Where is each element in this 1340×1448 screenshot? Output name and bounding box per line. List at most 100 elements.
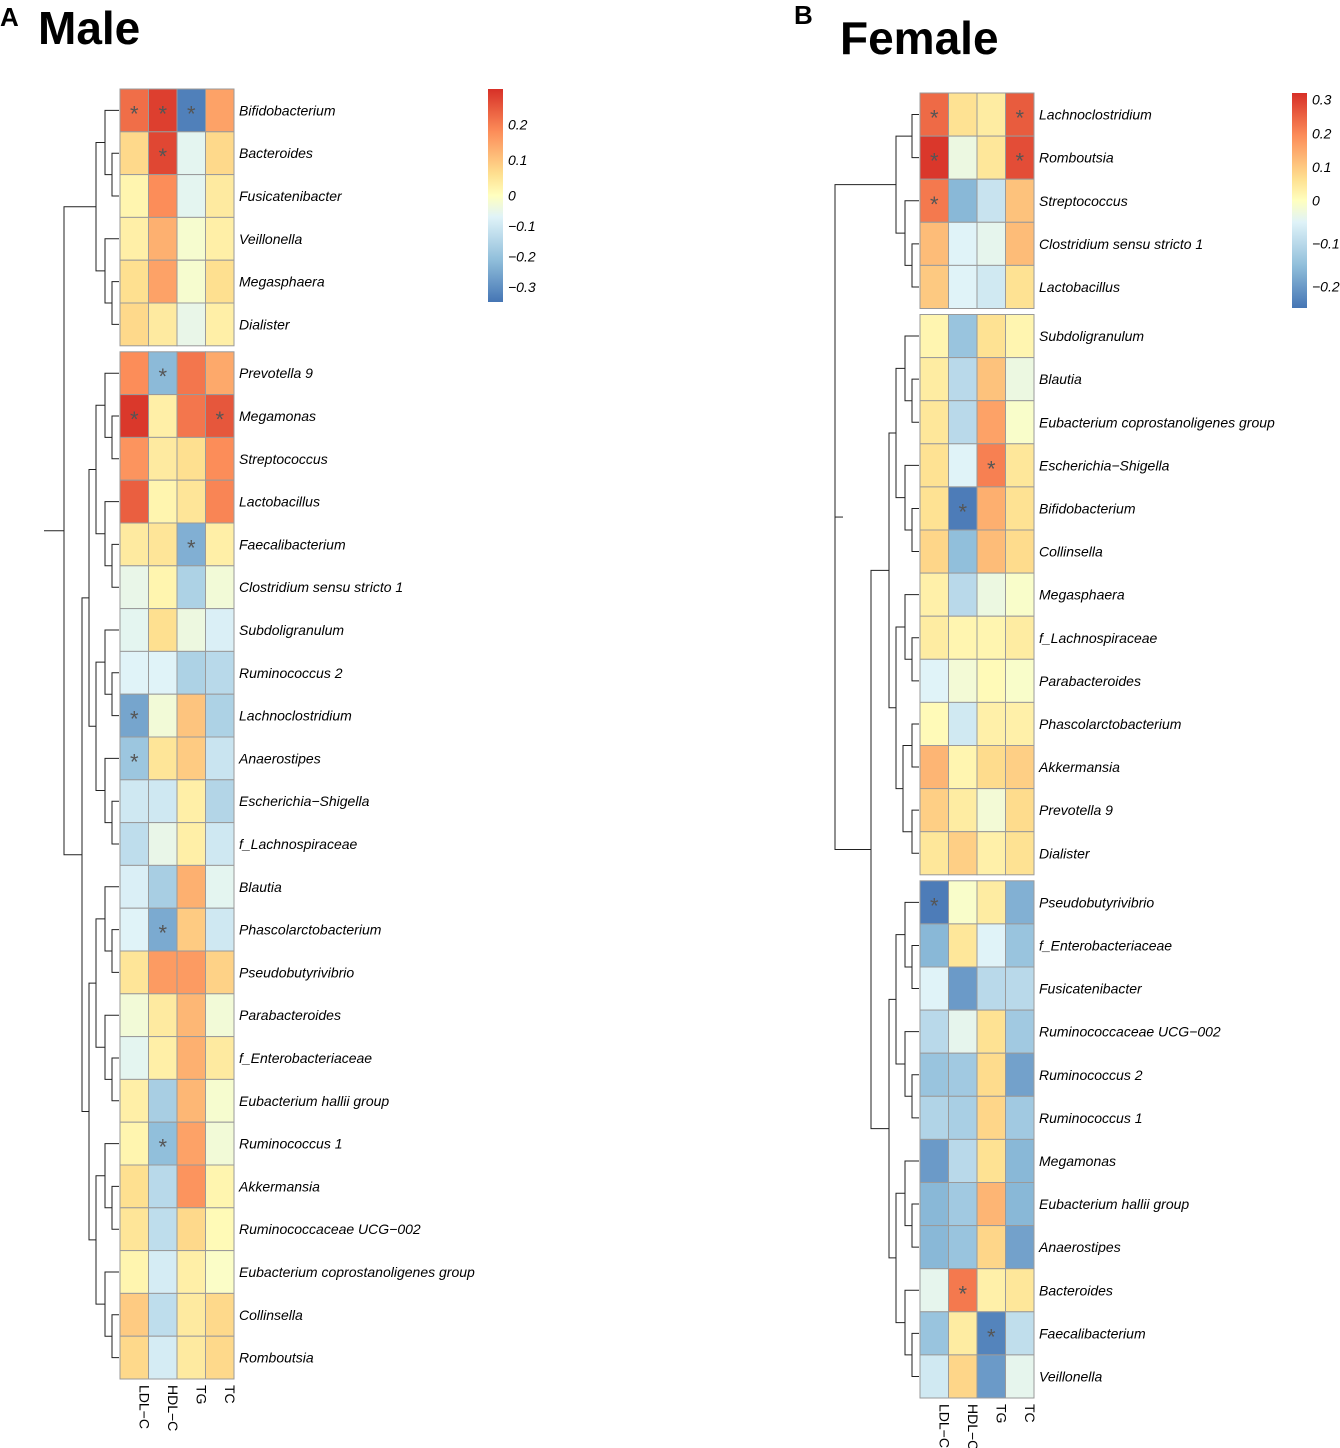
heatmap-cell (1005, 264, 1035, 309)
heatmap-cell (119, 174, 149, 218)
dendrogram-branch (111, 543, 119, 588)
significance-star: * (930, 106, 939, 131)
heatmap-cell (948, 615, 978, 660)
male-heatmap-cells: * * * * * * * * * * * * (119, 88, 235, 1380)
heatmap-cell (148, 259, 178, 304)
heatmap-cell (1005, 314, 1035, 359)
dendrogram-branch (911, 1203, 919, 1248)
heatmap-cell (176, 351, 206, 396)
dendrogram-branch (911, 637, 919, 682)
heatmap-cell (976, 1095, 1006, 1140)
heatmap-cell (976, 701, 1006, 747)
heatmap-cell (948, 400, 978, 445)
heatmap-cell (976, 314, 1006, 359)
heatmap-cell (205, 1335, 235, 1380)
heatmap-cell (919, 1311, 949, 1356)
heatmap-cell (948, 314, 978, 359)
row-label: Collinsella (239, 1307, 303, 1323)
heatmap-cell (176, 907, 206, 952)
legend-tick-label: 0 (1312, 193, 1320, 209)
dendrogram-branch (88, 982, 96, 1241)
heatmap-cell (176, 259, 206, 304)
significance-star: * (958, 499, 967, 524)
female-dendrogram (834, 114, 919, 1377)
heatmap-cell (176, 1335, 206, 1380)
heatmap-cell (948, 966, 978, 1011)
row-label: f_Enterobacteriaceae (239, 1050, 372, 1066)
heatmap-cell (976, 880, 1006, 925)
heatmap-cell (919, 1354, 949, 1399)
row-label: Clostridium sensu stricto 1 (239, 579, 403, 595)
heatmap-cell (176, 736, 206, 781)
male-dendrogram (44, 109, 119, 1359)
row-label: Streptococcus (1039, 193, 1128, 209)
heatmap-cell (119, 351, 149, 396)
column-label: TC (222, 1385, 238, 1404)
heatmap-cell (119, 1250, 149, 1294)
dendrogram-branch (111, 1057, 119, 1102)
heatmap-cell (176, 1036, 206, 1080)
heatmap-cell (176, 650, 206, 695)
heatmap-cell (205, 1121, 235, 1166)
heatmap-cell (948, 923, 978, 968)
dendrogram-branch (111, 1185, 119, 1230)
row-label: Romboutsia (1039, 150, 1114, 166)
dendrogram-branch (95, 142, 105, 272)
heatmap-cell (148, 1164, 178, 1209)
significance-star: * (1015, 106, 1024, 131)
heatmap-cell (176, 1207, 206, 1252)
legend-tick-label: 0.3 (1312, 92, 1332, 108)
heatmap-cell (919, 443, 949, 488)
heatmap-cell (148, 1250, 178, 1294)
heatmap-cell (948, 1311, 978, 1356)
dendrogram-branch (911, 114, 919, 159)
heatmap-cell (119, 1036, 149, 1080)
heatmap-cell (119, 259, 149, 304)
heatmap-cell (948, 135, 978, 180)
heatmap-cell (176, 479, 206, 524)
row-label: Pseudobutyrivibrio (239, 964, 354, 980)
heatmap-cell (976, 1354, 1006, 1399)
row-label: Lactobacillus (239, 494, 320, 510)
heatmap-cell (919, 831, 949, 876)
panel-letter-b: B (794, 0, 813, 30)
heatmap-cell (919, 1182, 949, 1227)
heatmap-cell (948, 701, 978, 747)
legend-tick-label: 0.2 (1312, 125, 1332, 141)
heatmap-cell (1005, 178, 1035, 223)
heatmap-cell (976, 1052, 1006, 1097)
female-row-labels: Lachnoclostridium Romboutsia Streptococcus… (1038, 107, 1275, 1385)
heatmap-cell (919, 1009, 949, 1054)
heatmap-cell (976, 486, 1006, 531)
dendrogram-branch (911, 378, 919, 423)
heatmap-cell (176, 131, 206, 176)
heatmap-cell (119, 907, 149, 952)
heatmap-cell (205, 1250, 235, 1294)
significance-star: * (930, 149, 939, 174)
row-label: Dialister (239, 316, 291, 332)
heatmap-cell (1005, 1311, 1035, 1356)
heatmap-cell (948, 529, 978, 574)
heatmap-cell (1005, 1138, 1035, 1184)
heatmap-cell (148, 1078, 178, 1123)
heatmap-cell (148, 88, 178, 133)
heatmap-cell (205, 522, 235, 567)
column-label: HDL−C (165, 1385, 181, 1431)
significance-star: * (187, 101, 196, 126)
dendrogram-branch (88, 469, 96, 727)
row-label: Faecalibacterium (239, 536, 346, 552)
heatmap-cell (948, 1052, 978, 1097)
heatmap-cell (148, 1121, 178, 1166)
heatmap-cell (1005, 221, 1035, 266)
row-label: Phascolarctobacterium (1039, 716, 1182, 732)
heatmap-cell (976, 178, 1006, 223)
heatmap-cell (976, 1009, 1006, 1054)
heatmap-cell (919, 1095, 949, 1140)
heatmap-cell (119, 216, 149, 261)
heatmap-cell (148, 608, 178, 652)
heatmap-cell (976, 572, 1006, 617)
heatmap-cell (205, 1036, 235, 1080)
row-label: Megasphaera (1039, 587, 1125, 603)
row-label: Prevotella 9 (1039, 802, 1113, 818)
